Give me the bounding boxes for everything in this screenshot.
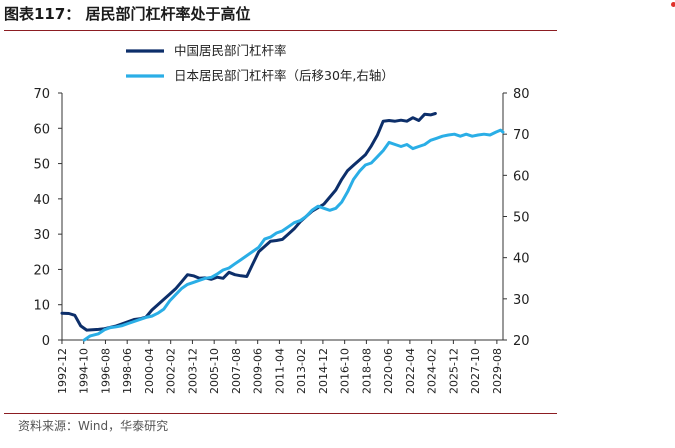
x-tick-label: 2014-12 [317, 348, 330, 394]
y-right-tick-label: 40 [513, 252, 530, 267]
y-left-tick-label: 0 [42, 334, 50, 349]
legend-label-japan: 日本居民部门杠杆率（后移30年,右轴） [174, 68, 394, 83]
source-note: 资料来源：Wind，华泰研究 [18, 419, 169, 433]
x-tick-label: 2025-12 [447, 348, 460, 394]
series-lines [60, 112, 505, 342]
x-tick-label: 2029-08 [491, 348, 504, 394]
x-tick-label: 2003-12 [186, 348, 199, 394]
x-tick-label: 2013-02 [295, 348, 308, 394]
y-right-tick-label: 20 [513, 334, 530, 349]
title-divider [4, 30, 557, 31]
y-left-tick-label: 30 [33, 228, 50, 243]
x-tick-label: 2016-10 [339, 348, 352, 394]
x-tick-label: 1994-10 [78, 348, 91, 394]
legend-label-china: 中国居民部门杠杆率 [174, 43, 287, 58]
x-tick-label: 2027-10 [469, 348, 482, 394]
series-line-china [60, 112, 437, 332]
corner-dot [671, 2, 675, 7]
series-line-japan [82, 128, 505, 342]
x-tick-label: 2020-06 [382, 348, 395, 394]
y-right-tick-label: 50 [513, 211, 530, 226]
legend: 中国居民部门杠杆率 日本居民部门杠杆率（后移30年,右轴） [126, 43, 394, 83]
x-tick-label: 2007-08 [230, 348, 243, 394]
y-left-tick-label: 60 [33, 122, 50, 137]
x-tick-label: 1996-08 [99, 348, 112, 394]
x-tick-label: 2009-06 [252, 348, 265, 394]
y-right-tick-label: 80 [513, 87, 530, 102]
y-right-tick-label: 30 [513, 293, 530, 308]
y-right-tick-label: 70 [513, 128, 530, 143]
y-left-tick-label: 20 [33, 263, 50, 278]
y-left-tick-label: 70 [33, 87, 50, 102]
x-tick-label: 2011-04 [273, 348, 286, 394]
axes: 0 10 20 30 40 50 60 70 20 30 40 50 60 70 80 1992-12 1994… [33, 87, 529, 394]
x-tick-label: 1998-06 [121, 348, 134, 394]
y-left-tick-label: 50 [33, 158, 50, 173]
x-tick-label: 2002-02 [165, 348, 178, 394]
x-tick-label: 2022-04 [404, 348, 417, 394]
source-divider [4, 413, 557, 414]
x-tick-label: 1992-12 [56, 348, 69, 394]
y-left-tick-label: 10 [33, 299, 50, 314]
x-tick-label: 2000-04 [143, 348, 156, 394]
x-tick-label: 2018-08 [360, 348, 373, 394]
figure-title: 图表117： 居民部门杠杆率处于高位 [4, 5, 251, 23]
x-tick-label: 2024-02 [426, 348, 439, 394]
y-left-tick-label: 40 [33, 193, 50, 208]
y-right-tick-label: 60 [513, 169, 530, 184]
x-tick-label: 2005-10 [208, 348, 221, 394]
